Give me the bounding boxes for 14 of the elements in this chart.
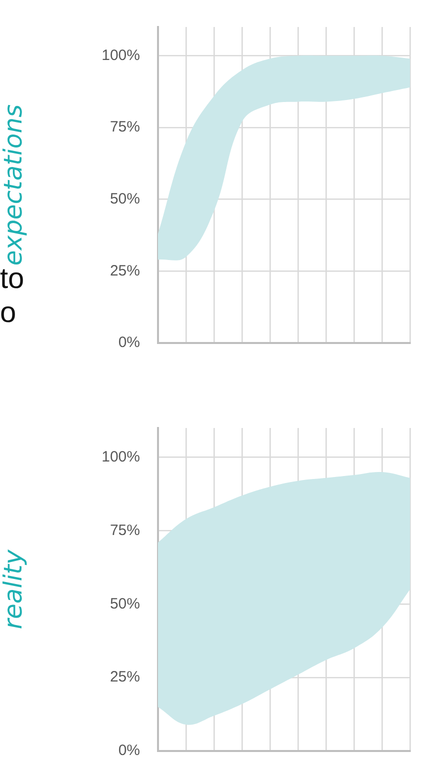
y-tick-label: 50% [110, 595, 140, 612]
text: to [0, 263, 24, 296]
y-tick-label: 50% [110, 190, 140, 208]
y-axis-title: expectations [0, 104, 28, 266]
y-tick-label: 75% [110, 522, 140, 539]
y-axis-title: reality [0, 548, 28, 630]
y-tick-label: 100% [102, 448, 140, 466]
y-tick-label: 0% [118, 742, 140, 760]
y-tick-label: 25% [110, 262, 140, 280]
y-tick-label: 25% [110, 668, 140, 686]
y-tick-label: 0% [118, 334, 140, 352]
text: o [0, 296, 18, 330]
y-tick-label: 75% [110, 118, 140, 136]
y-tick-label: 100% [102, 46, 140, 64]
